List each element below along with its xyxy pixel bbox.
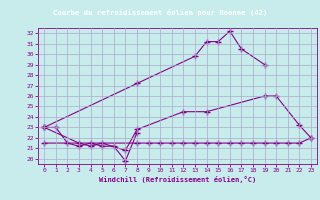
X-axis label: Windchill (Refroidissement éolien,°C): Windchill (Refroidissement éolien,°C) [99, 176, 256, 183]
Text: Courbe du refroidissement éolien pour Roanne (42): Courbe du refroidissement éolien pour Ro… [53, 8, 267, 16]
